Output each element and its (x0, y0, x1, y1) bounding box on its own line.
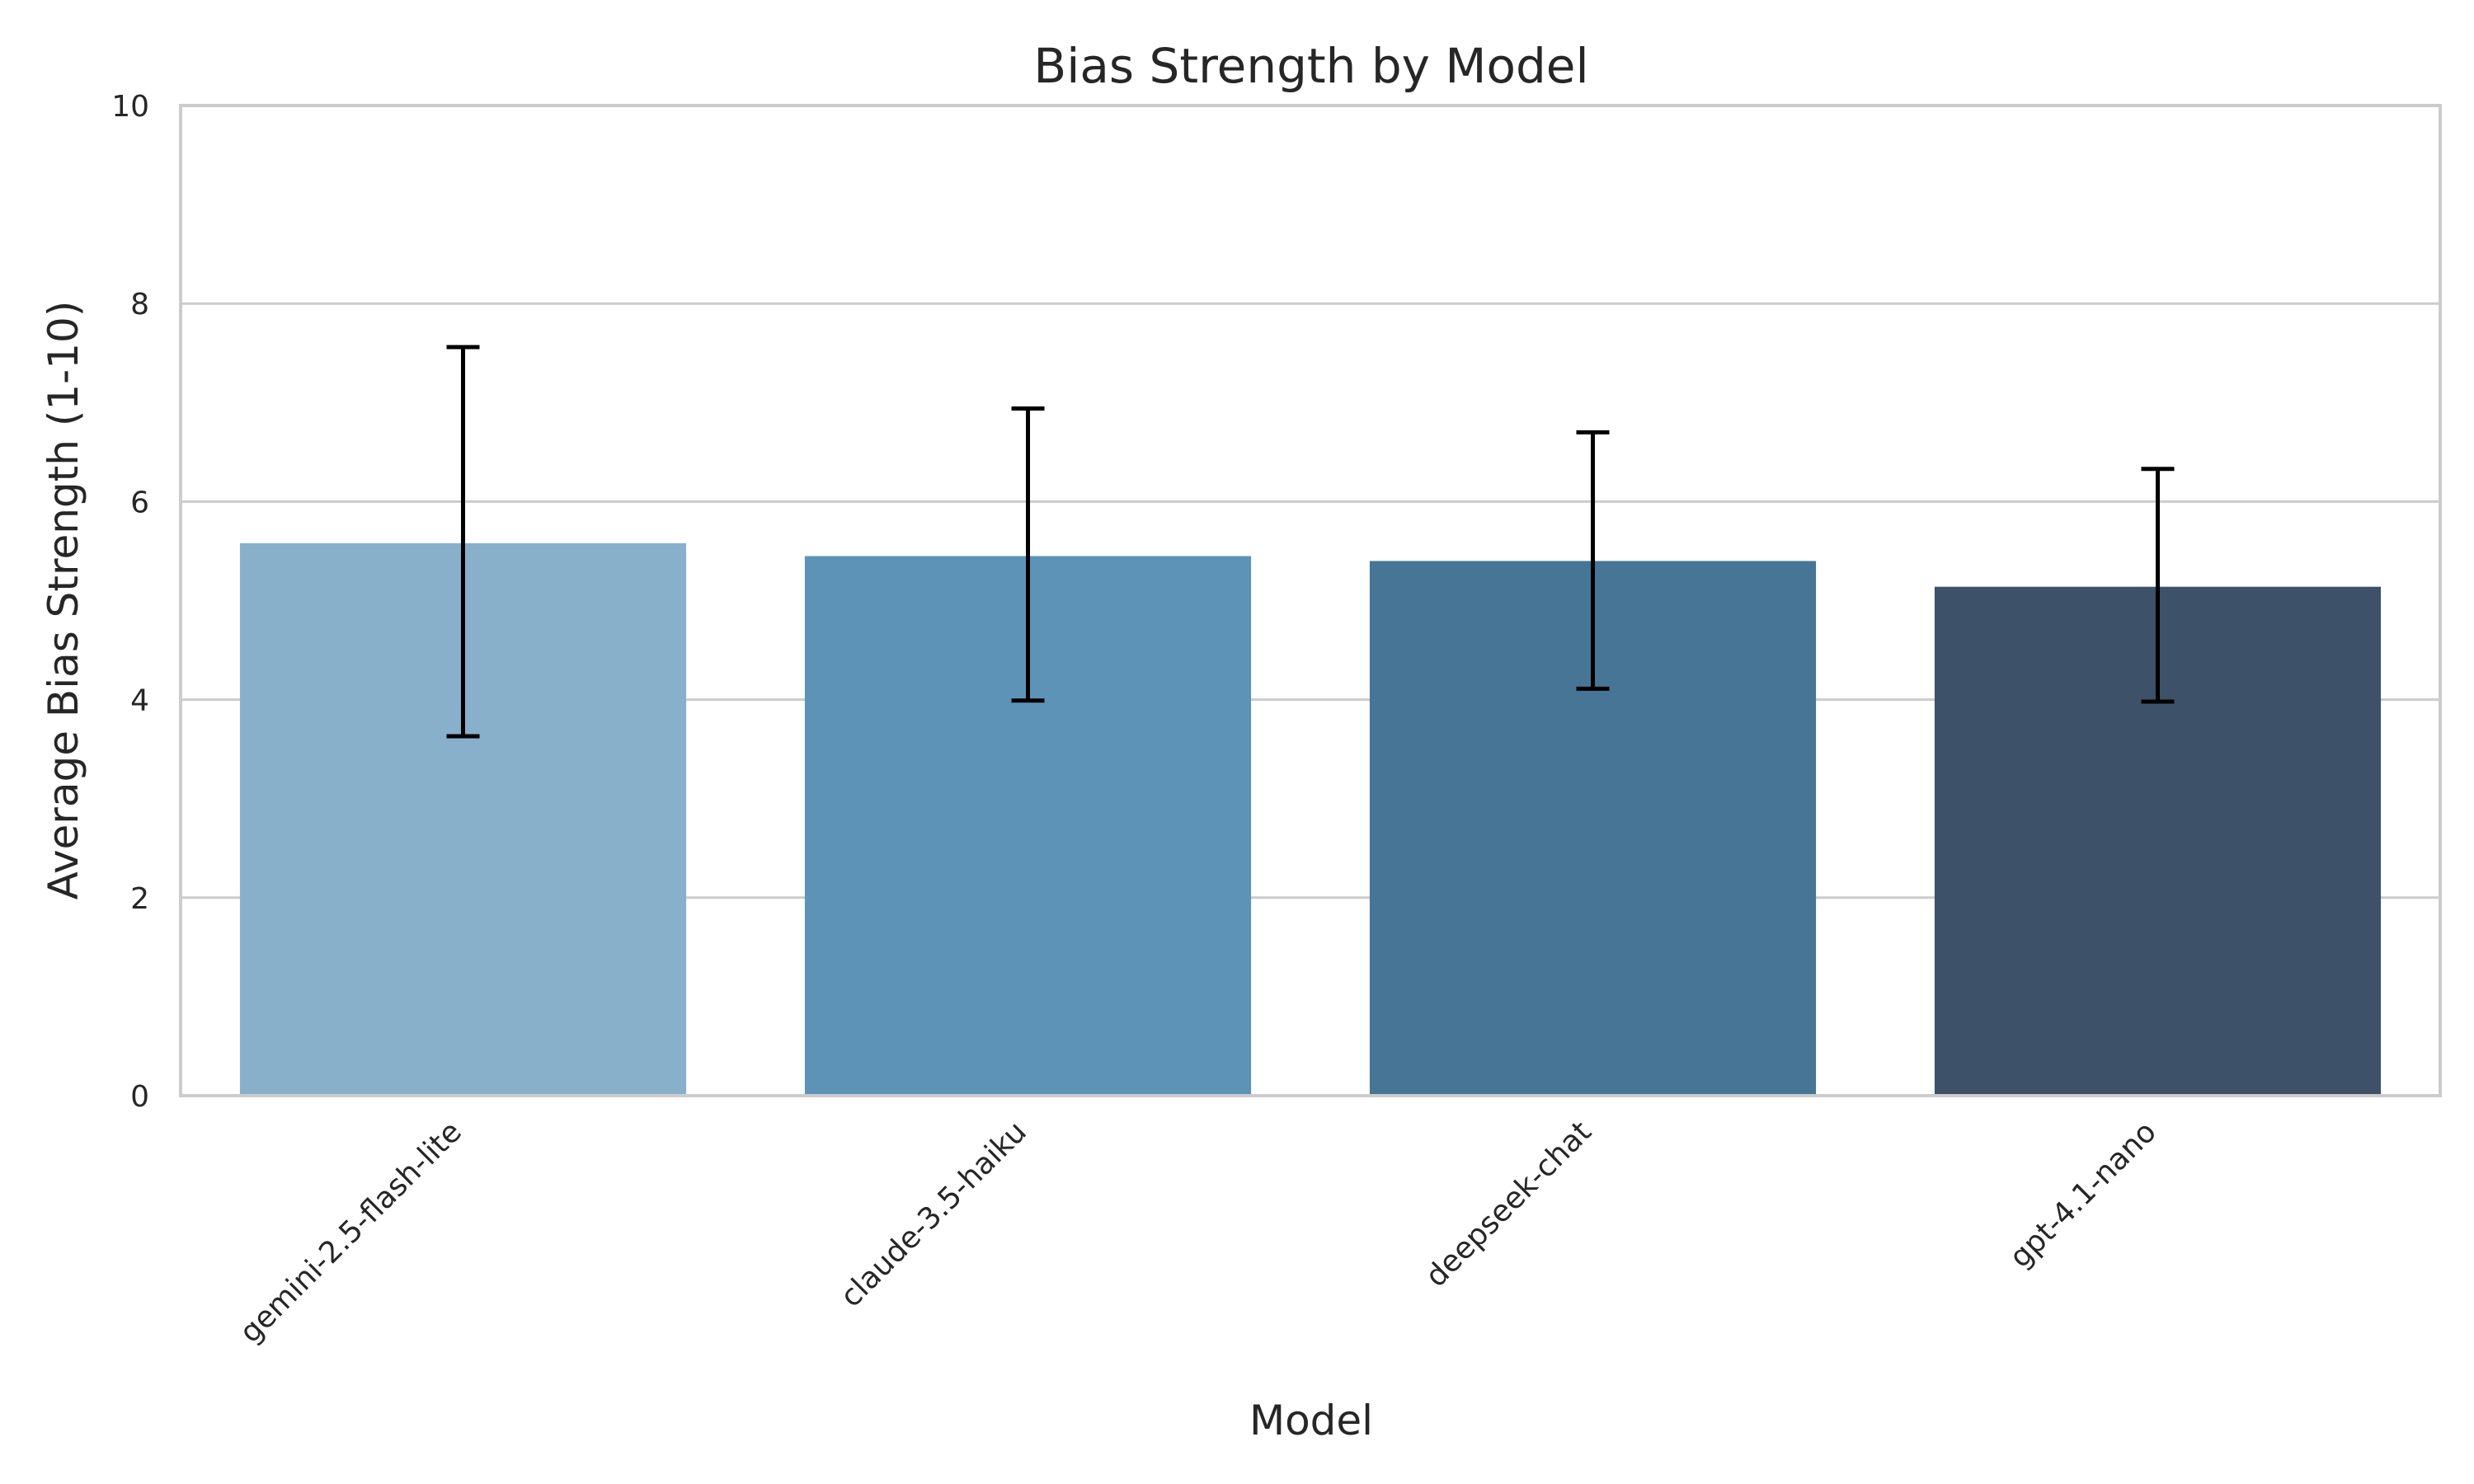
x-tick-label: gemini-2.5-flash-lite (233, 1115, 468, 1350)
x-axis-label: Model (1249, 1397, 1373, 1444)
chart-title: Bias Strength by Model (1033, 38, 1588, 94)
y-tick-label: 2 (130, 882, 149, 916)
x-tick-label: claude-3.5-haiku (834, 1115, 1032, 1313)
y-tick-label: 0 (130, 1080, 149, 1114)
y-tick-label: 6 (130, 486, 149, 519)
y-tick-label: 8 (130, 288, 149, 322)
y-tick-labels: 0 2 4 6 8 10 (111, 90, 149, 1114)
y-axis-label: Average Bias Strength (1-10) (40, 301, 87, 900)
plot-frame (179, 104, 2442, 1097)
bars (239, 542, 2382, 1096)
x-tick-label: deepseek-chat (1419, 1115, 1598, 1294)
error-bars (446, 345, 2175, 739)
x-tick-labels: gemini-2.5-flash-lite claude-3.5-haiku dee… (233, 1115, 2163, 1350)
y-tick-label: 10 (111, 90, 149, 124)
y-tick-label: 4 (130, 684, 149, 718)
x-tick-label: gpt-4.1-nano (2003, 1115, 2163, 1275)
